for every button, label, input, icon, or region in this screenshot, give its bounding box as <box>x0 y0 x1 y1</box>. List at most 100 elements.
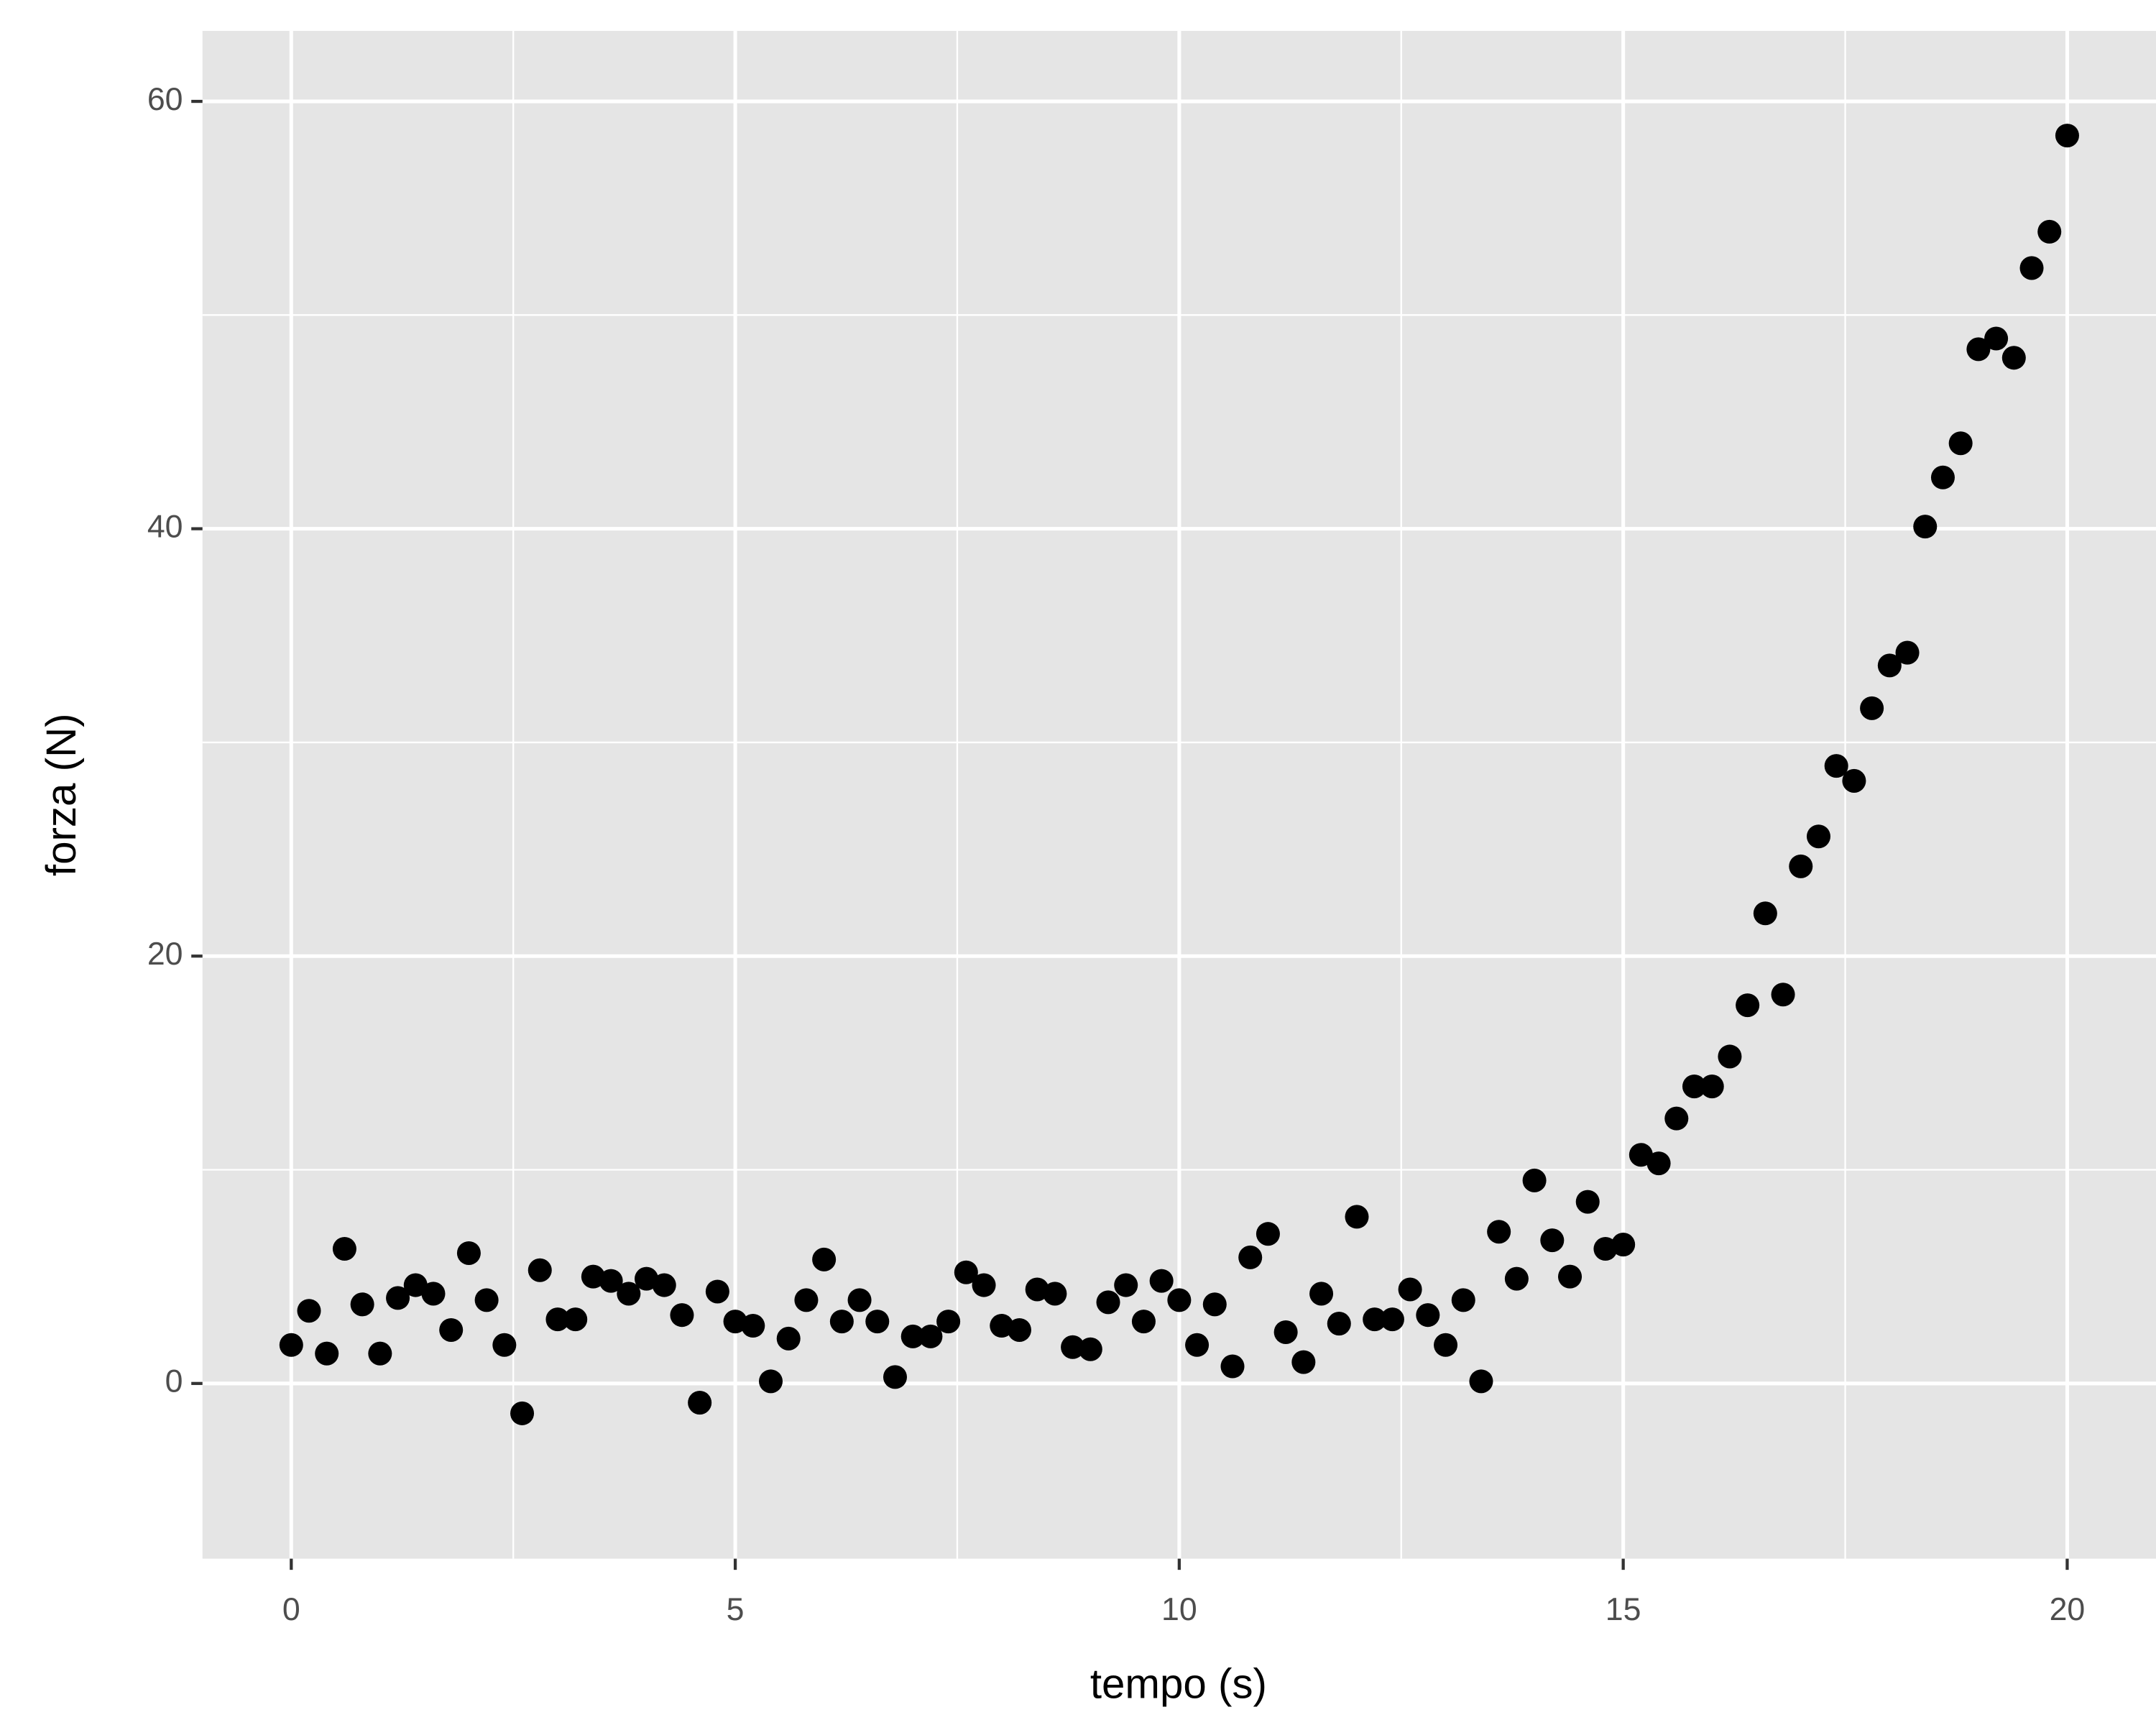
point <box>2001 346 2026 370</box>
point <box>1700 1075 1724 1099</box>
point <box>1416 1303 1440 1328</box>
point <box>1966 337 1991 362</box>
point <box>972 1273 996 1297</box>
y-tick-label: 0 <box>165 1364 183 1399</box>
point <box>812 1247 837 1271</box>
point <box>883 1365 907 1389</box>
point <box>581 1264 605 1289</box>
point <box>1877 653 1902 678</box>
x-tick-label: 10 <box>1161 1592 1197 1627</box>
point <box>954 1260 978 1284</box>
point <box>1185 1333 1210 1357</box>
point <box>456 1241 481 1265</box>
point <box>936 1310 961 1334</box>
x-tick-label: 20 <box>2050 1592 2086 1627</box>
point <box>1043 1282 1067 1306</box>
point <box>705 1279 729 1304</box>
point <box>1451 1288 1475 1312</box>
point <box>1522 1168 1547 1192</box>
point <box>1398 1277 1422 1302</box>
point <box>1167 1288 1192 1312</box>
point <box>2019 256 2044 280</box>
point <box>1575 1190 1600 1214</box>
point <box>652 1273 676 1297</box>
point <box>1895 640 1920 665</box>
point <box>1646 1151 1671 1176</box>
point <box>1753 901 1777 926</box>
point <box>670 1303 694 1328</box>
point <box>599 1269 623 1293</box>
point <box>1664 1106 1689 1131</box>
x-tick-label: 5 <box>727 1592 745 1627</box>
point <box>368 1341 392 1366</box>
point <box>1220 1354 1245 1379</box>
point <box>1434 1333 1458 1357</box>
point <box>2055 124 2079 148</box>
point <box>617 1282 641 1306</box>
point <box>1380 1307 1404 1332</box>
point <box>1149 1269 1174 1293</box>
point <box>1061 1335 1085 1359</box>
point <box>1291 1350 1316 1374</box>
point <box>421 1282 446 1306</box>
point <box>829 1310 854 1334</box>
point <box>1930 465 1955 489</box>
point <box>439 1317 464 1342</box>
point <box>776 1326 801 1351</box>
point <box>900 1324 925 1348</box>
point <box>1824 754 1848 778</box>
point <box>1327 1312 1351 1336</box>
point <box>794 1288 819 1312</box>
point <box>1238 1245 1263 1269</box>
point <box>332 1236 356 1261</box>
point <box>1842 768 1866 793</box>
y-tick-label: 20 <box>147 937 183 972</box>
point <box>492 1333 517 1357</box>
point <box>1007 1317 1031 1342</box>
point <box>1718 1044 1742 1069</box>
point <box>528 1258 552 1282</box>
x-tick-label: 15 <box>1606 1592 1641 1627</box>
point <box>1771 983 1795 1007</box>
point <box>1806 824 1830 849</box>
point <box>297 1299 321 1323</box>
point <box>1025 1277 1049 1302</box>
point <box>723 1310 747 1334</box>
point <box>990 1314 1014 1338</box>
point <box>279 1333 303 1357</box>
point <box>1114 1273 1138 1297</box>
point <box>1309 1282 1334 1306</box>
y-tick-label: 60 <box>147 82 183 117</box>
point <box>847 1288 872 1312</box>
point <box>2037 219 2062 244</box>
point <box>1611 1233 1636 1257</box>
point <box>315 1341 339 1366</box>
x-tick-label: 0 <box>282 1592 300 1627</box>
point <box>474 1288 499 1312</box>
point <box>1096 1290 1120 1315</box>
point <box>1628 1143 1653 1167</box>
point <box>1256 1222 1280 1246</box>
point <box>1131 1310 1156 1334</box>
point <box>1984 326 2009 351</box>
point <box>1593 1236 1618 1261</box>
point <box>1469 1369 1493 1394</box>
point <box>386 1286 410 1310</box>
point <box>1504 1266 1529 1291</box>
y-axis-title: forza (N) <box>38 713 85 876</box>
point <box>741 1314 765 1338</box>
point <box>1363 1307 1387 1332</box>
point <box>1078 1337 1102 1361</box>
point <box>918 1324 943 1348</box>
point <box>1860 696 1884 720</box>
point <box>1789 854 1813 878</box>
point <box>1273 1320 1298 1344</box>
point <box>688 1391 712 1415</box>
point <box>403 1273 428 1297</box>
x-axis-title: tempo (s) <box>1090 1661 1267 1708</box>
point <box>1487 1220 1511 1244</box>
point <box>1202 1292 1227 1317</box>
point <box>510 1401 535 1425</box>
